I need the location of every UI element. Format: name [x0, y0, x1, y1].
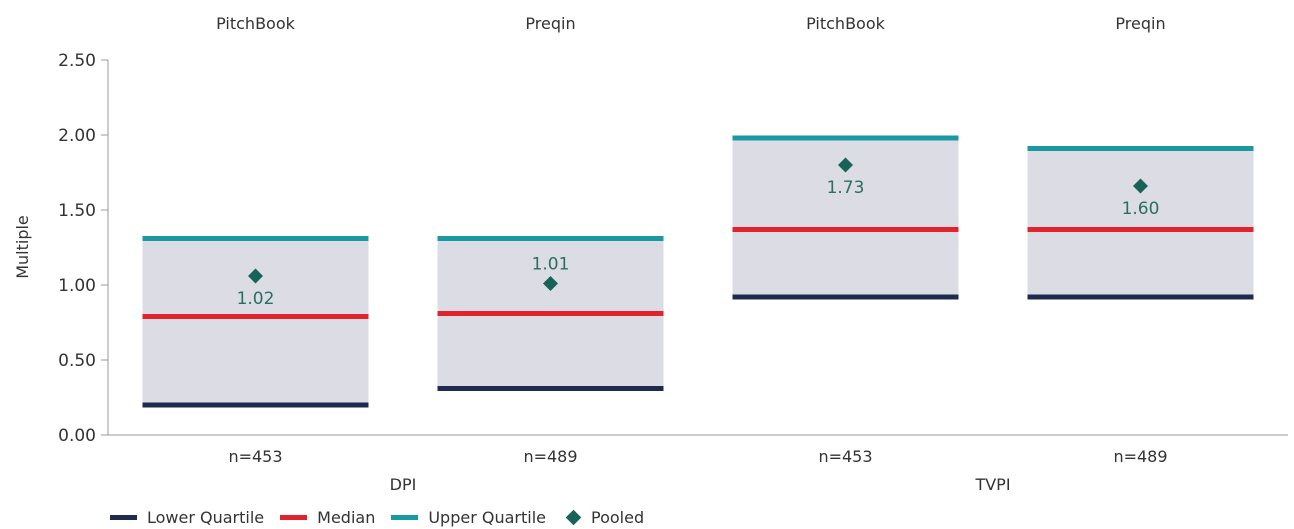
legend-swatch-lower-quartile — [110, 515, 137, 520]
median-line — [142, 314, 369, 319]
plot-area: 0.00 0.50 1.00 1.50 2.00 2.50 1.02 PitchBook n=4… — [58, 14, 1288, 494]
legend-item-median: Median — [280, 508, 375, 527]
legend-item-lower-quartile: Lower Quartile — [110, 508, 264, 527]
legend-swatch-median — [280, 515, 308, 520]
lower-quartile-line — [437, 386, 664, 391]
legend-label-median: Median — [317, 508, 376, 527]
group-label: DPI — [390, 475, 417, 494]
category-label: PitchBook — [806, 14, 886, 33]
legend-label-upper-quartile: Upper Quartile — [428, 508, 546, 527]
y-tick-label: 1.00 — [58, 276, 96, 296]
y-axis-label: Multiple — [13, 215, 32, 279]
upper-quartile-line — [732, 135, 959, 141]
pooled-marker — [543, 276, 558, 291]
median-line — [732, 227, 959, 232]
legend-label-pooled: Pooled — [591, 508, 645, 527]
legend-item-pooled: Pooled — [562, 508, 644, 527]
pooled-marker — [838, 157, 853, 173]
median-line — [437, 311, 664, 316]
lower-quartile-line — [142, 402, 369, 408]
lower-quartile-line — [732, 294, 959, 300]
sample-size-label: n=489 — [523, 447, 577, 466]
y-tick-label: 0.00 — [58, 426, 96, 446]
upper-quartile-line — [142, 236, 369, 241]
sample-size-label: n=489 — [1113, 447, 1167, 466]
lower-quartile-line — [1027, 294, 1254, 300]
pooled-value-label: 1.73 — [827, 178, 865, 198]
sample-size-label: n=453 — [818, 447, 872, 466]
upper-quartile-line — [437, 236, 664, 241]
legend-swatch-upper-quartile — [391, 515, 419, 520]
pooled-value-label: 1.60 — [1122, 199, 1160, 219]
pooled-value-label: 1.01 — [532, 255, 570, 275]
category-label: PitchBook — [216, 14, 296, 33]
pooled-marker — [1133, 178, 1148, 194]
y-tick-label: 1.50 — [58, 201, 96, 221]
box — [142, 238, 369, 405]
y-tick-label: 0.50 — [58, 351, 96, 371]
pooled-value-label: 1.02 — [237, 289, 275, 309]
sample-size-label: n=453 — [228, 447, 282, 466]
box — [1027, 148, 1254, 297]
median-line — [1027, 227, 1254, 232]
y-tick-label: 2.50 — [58, 51, 96, 71]
legend-label-lower-quartile: Lower Quartile — [147, 508, 265, 527]
legend-diamond-pooled — [565, 509, 582, 526]
category-label: Preqin — [1115, 14, 1165, 33]
category-label: Preqin — [525, 14, 575, 33]
legend: Lower Quartile Median Upper Quartile Poo… — [110, 508, 660, 527]
pooled-marker — [248, 268, 263, 284]
upper-quartile-line — [1027, 146, 1254, 151]
legend-item-upper-quartile: Upper Quartile — [391, 508, 546, 527]
y-tick-label: 2.00 — [58, 126, 96, 146]
group-label: TVPI — [974, 475, 1010, 494]
